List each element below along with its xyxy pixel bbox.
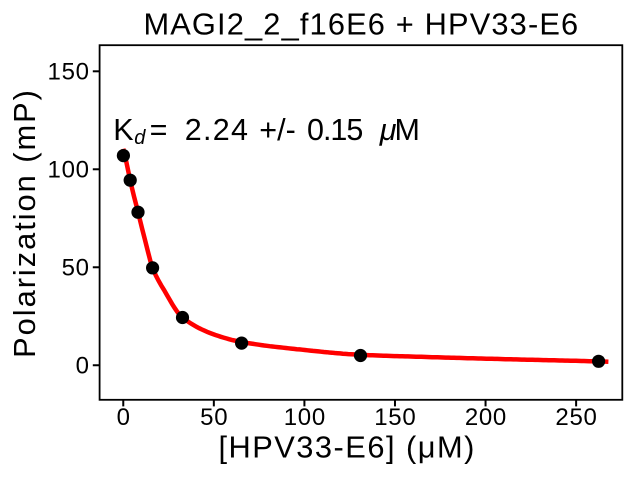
svg-text:0: 0 — [117, 404, 131, 431]
svg-text:200: 200 — [465, 404, 507, 431]
svg-text:MAGI2_2_f16E6 + HPV33-E6: MAGI2_2_f16E6 + HPV33-E6 — [143, 7, 579, 42]
svg-text:Polarization (mP): Polarization (mP) — [7, 88, 42, 358]
svg-text:250: 250 — [555, 404, 597, 431]
svg-text:150: 150 — [48, 59, 90, 86]
svg-text:[HPV33-E6] (μM): [HPV33-E6] (μM) — [218, 430, 475, 465]
svg-text:50: 50 — [200, 404, 228, 431]
svg-text:150: 150 — [374, 404, 416, 431]
svg-text:50: 50 — [62, 255, 90, 282]
svg-text:0: 0 — [76, 353, 90, 380]
svg-text:100: 100 — [284, 404, 326, 431]
svg-text:100: 100 — [48, 157, 90, 184]
